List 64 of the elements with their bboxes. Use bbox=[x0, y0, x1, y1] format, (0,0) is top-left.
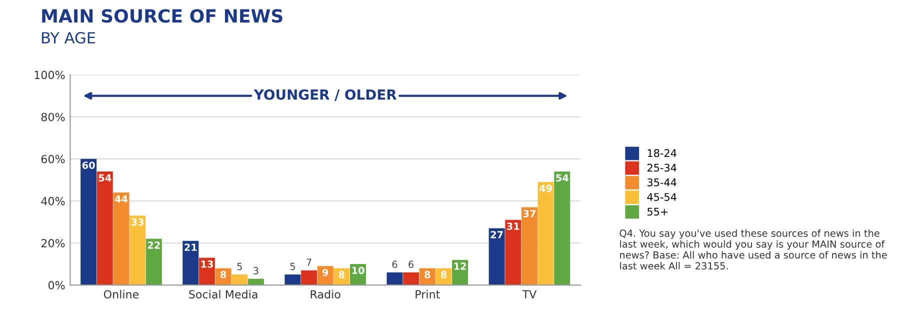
bar bbox=[488, 228, 505, 286]
text: Q4. You say you've used these sources of news in the last week, which would you say is your MAIN source of news? Base: All who have used a source of news in the last week All = 23155. bbox=[620, 229, 887, 270]
data-label: 8 bbox=[424, 270, 430, 278]
y-tick-label: 60% bbox=[41, 154, 65, 164]
bar bbox=[248, 278, 264, 286]
data-label: 12 bbox=[454, 262, 466, 270]
bar bbox=[182, 240, 199, 286]
bar bbox=[96, 172, 113, 286]
bar bbox=[505, 220, 522, 286]
bar bbox=[80, 158, 97, 286]
y-tick-label: 80% bbox=[41, 112, 65, 122]
y-tick-label: 40% bbox=[41, 196, 65, 206]
chart-subtitle: BY AGE bbox=[42, 32, 96, 44]
bar bbox=[130, 216, 146, 286]
bar bbox=[284, 274, 301, 286]
data-label: 6 bbox=[392, 260, 398, 268]
bar bbox=[403, 272, 420, 286]
legend-label: 25-34 bbox=[647, 164, 676, 172]
data-label: 13 bbox=[201, 260, 213, 268]
bar bbox=[301, 270, 318, 286]
data-label: 6 bbox=[408, 260, 414, 268]
bar bbox=[554, 172, 570, 286]
bar bbox=[317, 266, 334, 286]
bar bbox=[232, 274, 248, 286]
x-tick-label: Print bbox=[416, 290, 440, 298]
data-label: 31 bbox=[507, 222, 520, 230]
data-label: 22 bbox=[148, 241, 160, 249]
data-label: 27 bbox=[490, 230, 503, 238]
bar bbox=[113, 192, 130, 286]
data-label: 44 bbox=[114, 195, 128, 202]
legend-label: 18-24 bbox=[648, 149, 676, 158]
data-label: 54 bbox=[98, 174, 112, 182]
chart-title: MAIN SOURCE OF NEWS bbox=[42, 9, 282, 23]
data-label: 8 bbox=[440, 270, 447, 278]
bar bbox=[521, 207, 538, 286]
data-label: 3 bbox=[254, 266, 258, 274]
y-tick-label: 20% bbox=[41, 238, 65, 248]
legend-label: 45-54 bbox=[647, 193, 676, 201]
bar bbox=[386, 272, 403, 286]
data-label: 8 bbox=[220, 270, 226, 278]
data-label: 54 bbox=[556, 174, 568, 182]
data-label: 8 bbox=[338, 270, 344, 278]
data-label: 49 bbox=[539, 184, 552, 192]
annotation: YOUNGER / OLDER bbox=[254, 89, 397, 101]
x-tick-label: Online bbox=[104, 290, 139, 299]
bar bbox=[146, 238, 162, 286]
data-label: 21 bbox=[184, 244, 197, 251]
data-label: 33 bbox=[131, 218, 144, 226]
legend-label: 55+ bbox=[648, 208, 668, 216]
bar bbox=[538, 182, 554, 286]
data-label: 7 bbox=[306, 258, 312, 266]
data-label: 5 bbox=[237, 262, 242, 270]
x-tick-label: Social Media bbox=[189, 290, 258, 299]
x-tick-label: Radio bbox=[310, 290, 340, 299]
data-label: 5 bbox=[290, 262, 295, 270]
y-tick-label: 0% bbox=[48, 281, 65, 290]
data-label: 37 bbox=[523, 210, 536, 218]
bar bbox=[198, 258, 215, 286]
data-label: 10 bbox=[352, 266, 364, 274]
x-tick-label: TV bbox=[522, 290, 537, 298]
data-label: 9 bbox=[322, 268, 328, 276]
y-tick-label: 100% bbox=[34, 70, 65, 80]
legend-label: 35-44 bbox=[648, 178, 676, 186]
data-label: 60 bbox=[82, 162, 95, 169]
